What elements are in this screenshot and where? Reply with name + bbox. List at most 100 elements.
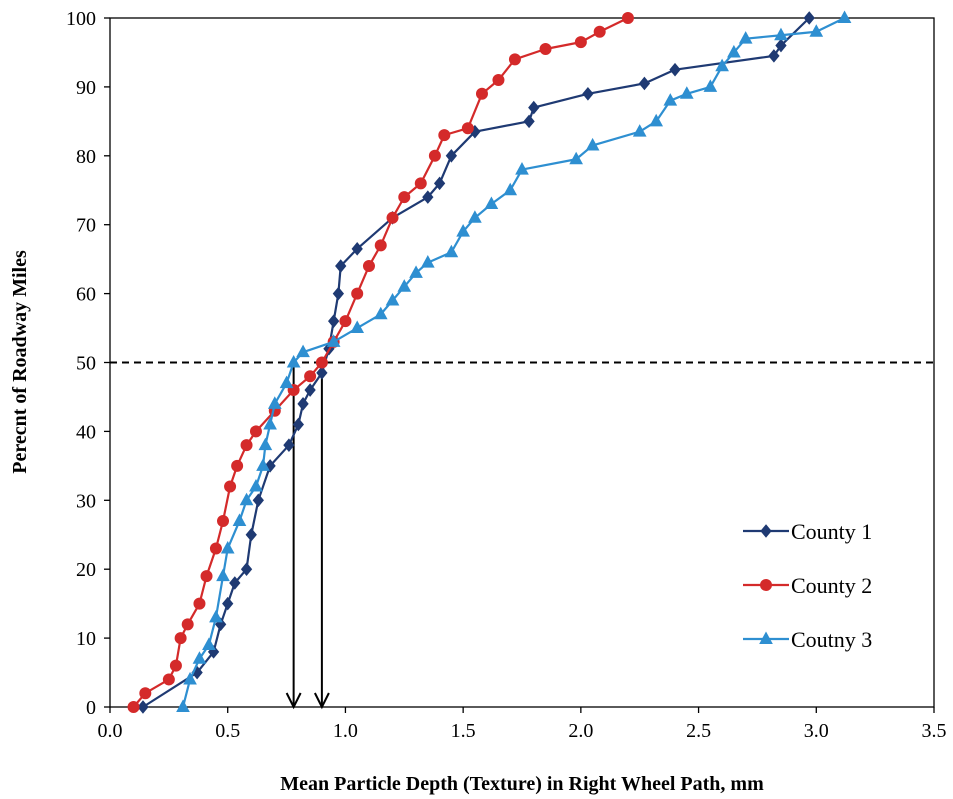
data-point [245, 527, 257, 542]
series-3 [176, 10, 852, 712]
y-tick-label: 90 [76, 77, 96, 99]
data-point [438, 129, 451, 142]
data-point [139, 687, 152, 700]
data-point [249, 425, 262, 438]
plot-area: 0.0 0.5 1.0 1.5 2.0 2.5 3.0 3.5 0 10 20 30 40 50 60 70… [66, 8, 947, 742]
data-point [224, 480, 237, 493]
y-tick-label: 30 [76, 490, 96, 512]
data-point [256, 458, 270, 471]
data-point [174, 632, 187, 645]
data-point [759, 631, 773, 644]
data-point [468, 210, 482, 223]
data-point [385, 292, 400, 306]
data-point [768, 49, 780, 63]
data-point [397, 279, 412, 292]
data-point [296, 344, 310, 358]
data-point [663, 93, 678, 106]
data-point [515, 162, 529, 175]
data-point [569, 151, 583, 165]
data-point [428, 149, 441, 162]
y-tick-label: 40 [76, 421, 96, 443]
data-point [669, 62, 681, 77]
data-point [297, 397, 309, 411]
x-tick-label: 2.5 [686, 720, 711, 742]
data-point [398, 191, 411, 204]
data-point [283, 438, 295, 452]
data-point [632, 124, 647, 137]
y-tick-label: 10 [76, 628, 96, 650]
data-point [326, 334, 341, 347]
y-tick-label: 50 [76, 353, 96, 375]
legend-item-1: County 1 [743, 519, 872, 544]
data-point [809, 24, 824, 37]
data-point [703, 79, 718, 92]
data-point [760, 524, 772, 538]
data-point [362, 260, 375, 273]
series-2 [127, 12, 634, 713]
y-tick-label: 0 [86, 697, 96, 719]
arrow-head [313, 692, 330, 710]
data-point [461, 122, 474, 135]
legend-label: County 1 [791, 519, 872, 544]
data-point [258, 437, 273, 451]
legend-label: Coutny 3 [791, 627, 872, 652]
data-point [760, 579, 772, 591]
data-point [649, 113, 664, 127]
legend-item-2: County 2 [743, 573, 872, 598]
data-point [528, 100, 540, 115]
data-point [304, 383, 316, 397]
x-tick-label: 3.5 [922, 720, 947, 742]
x-tick-label: 3.0 [804, 720, 829, 742]
y-tick-label: 20 [76, 559, 96, 581]
data-point [292, 417, 304, 432]
data-point [539, 43, 552, 56]
data-point [638, 76, 651, 91]
data-point [239, 492, 254, 506]
data-point [169, 659, 182, 672]
data-point [715, 58, 729, 72]
y-tick-label: 100 [66, 8, 96, 30]
data-point [508, 53, 521, 66]
data-point [162, 673, 175, 686]
data-point [222, 596, 234, 611]
data-point [263, 416, 277, 430]
x-tick-label: 2.0 [568, 720, 593, 742]
x-tick-label: 1.5 [451, 720, 476, 742]
data-point [350, 320, 365, 334]
data-point [585, 137, 600, 151]
data-point [484, 196, 499, 210]
data-point [351, 287, 364, 300]
x-tick-label: 1.0 [333, 720, 358, 742]
y-axis-ticks: 0 10 20 30 40 50 60 70 80 90 100 [66, 8, 110, 719]
data-point [523, 114, 535, 129]
data-point [503, 182, 518, 196]
y-tick-label: 60 [76, 284, 96, 306]
x-axis-title: Mean Particle Depth (Texture) in Right W… [280, 773, 764, 795]
data-point [374, 239, 387, 252]
data-point [332, 286, 345, 301]
data-point [679, 86, 694, 99]
data-point [252, 493, 264, 508]
data-point [422, 190, 434, 204]
data-point [183, 671, 197, 685]
data-point [339, 315, 352, 328]
data-point [231, 459, 244, 472]
data-point [444, 244, 459, 258]
data-point [127, 701, 140, 713]
series-layer [127, 10, 852, 714]
y-tick-label: 70 [76, 215, 96, 237]
data-point [574, 36, 587, 49]
data-point [837, 10, 852, 23]
data-point [137, 700, 149, 714]
data-point [217, 514, 230, 527]
data-point [414, 177, 427, 190]
data-point [240, 439, 253, 452]
data-point [315, 356, 328, 369]
x-axis-ticks: 0.0 0.5 1.0 1.5 2.0 2.5 3.0 3.5 [98, 707, 947, 742]
data-point [621, 12, 634, 24]
data-point [433, 176, 446, 191]
data-point [232, 513, 247, 526]
data-point [420, 255, 435, 268]
arrow-head [285, 692, 302, 710]
data-point [409, 265, 423, 278]
